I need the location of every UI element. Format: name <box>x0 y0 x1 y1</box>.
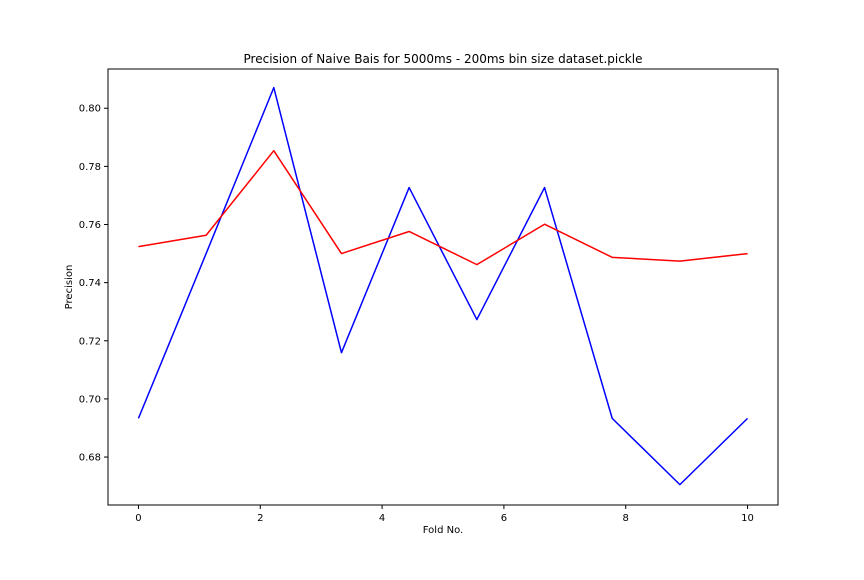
y-tick-label: 0.76 <box>79 220 101 231</box>
x-tick-label: 2 <box>257 513 263 524</box>
y-axis: 0.68 0.70 0.72 0.74 0.76 0.78 0.80 <box>79 104 108 464</box>
y-tick-label: 0.74 <box>79 278 101 289</box>
y-tick-label: 0.70 <box>79 394 101 405</box>
x-axis: 0 2 4 6 8 10 <box>135 505 754 524</box>
x-tick-label: 4 <box>379 513 385 524</box>
y-tick-label: 0.80 <box>79 104 101 115</box>
x-tick-label: 10 <box>741 513 754 524</box>
y-tick-label: 0.78 <box>79 162 101 173</box>
y-tick-label: 0.72 <box>79 336 101 347</box>
x-axis-label: Fold No. <box>423 525 463 536</box>
series-layer <box>137 86 749 486</box>
y-tick-label: 0.68 <box>79 453 101 464</box>
plot-area-frame <box>107 68 779 506</box>
y-axis-label: Precision <box>64 265 75 310</box>
x-tick-label: 8 <box>623 513 629 524</box>
series-line-red <box>138 149 748 266</box>
x-tick-label: 6 <box>501 513 507 524</box>
chart-title: Precision of Naive Bais for 5000ms - 200… <box>244 52 643 66</box>
series-line-blue <box>137 86 749 486</box>
x-tick-label: 0 <box>135 513 141 524</box>
